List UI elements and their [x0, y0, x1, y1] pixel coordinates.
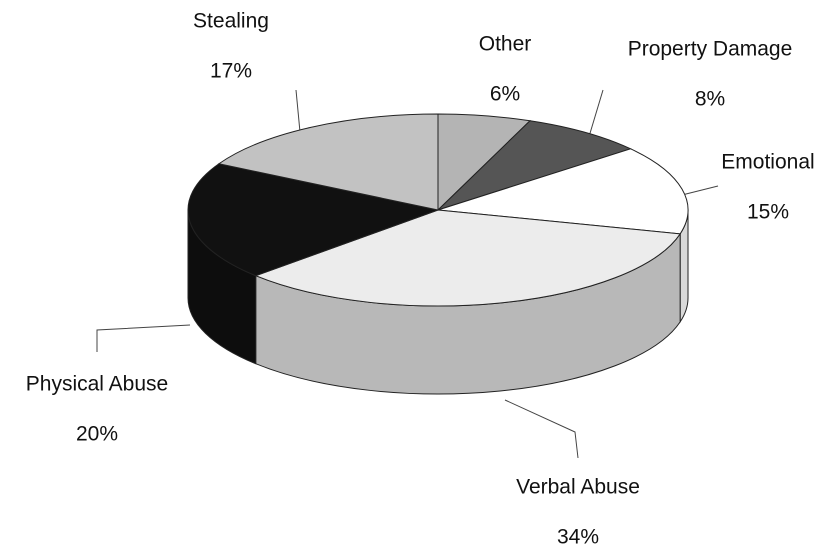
slice-value-label: 20%: [76, 423, 118, 446]
slice-value-label: 17%: [210, 60, 252, 83]
leader-line: [504, 399, 579, 459]
slice-label: Physical Abuse: [26, 373, 168, 396]
leader-line: [96, 324, 191, 352]
leader-line: [295, 89, 301, 133]
slice-label: Property Damage: [628, 38, 793, 61]
slice-value-label: 34%: [557, 526, 599, 549]
slice: [437, 148, 689, 235]
pie-sides: [187, 209, 689, 395]
slice-value-label: 8%: [695, 88, 725, 111]
slice: [437, 120, 633, 211]
slice-value-label: 15%: [747, 201, 789, 224]
slice-label: Other: [479, 33, 532, 56]
slice: [254, 209, 682, 307]
slice-label: Stealing: [193, 10, 269, 33]
slice: [187, 163, 440, 277]
slice-label: Emotional: [721, 151, 814, 174]
leader-line: [587, 89, 604, 141]
slice: [217, 113, 439, 211]
slice-value-label: 6%: [490, 83, 520, 106]
leader-line: [681, 185, 719, 196]
slice-label: Verbal Abuse: [516, 476, 640, 499]
pie-tops: [187, 113, 689, 307]
